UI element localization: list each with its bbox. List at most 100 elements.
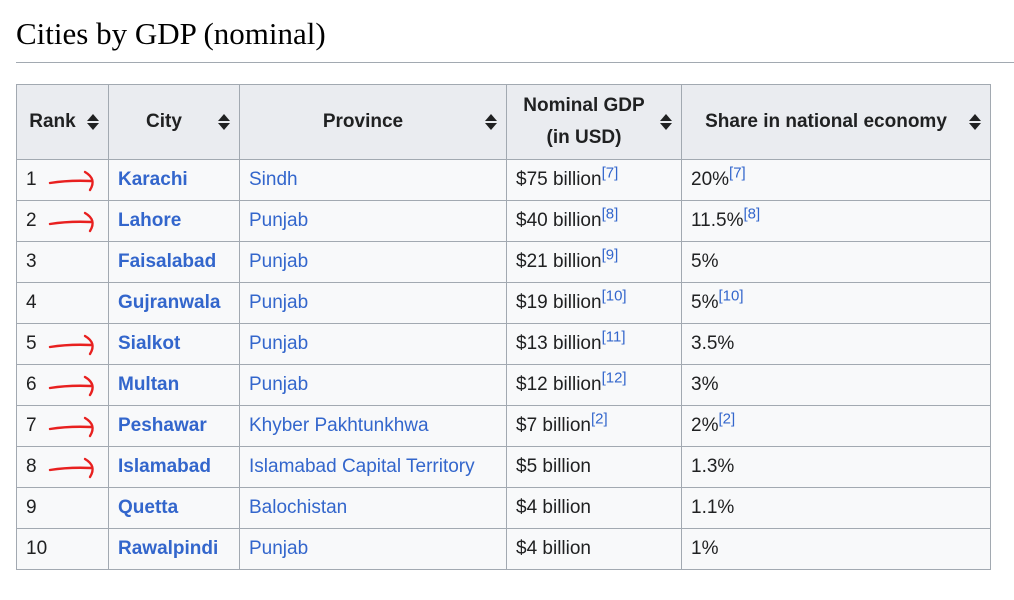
sort-icon[interactable] <box>87 114 99 130</box>
header-nominal-gdp[interactable]: Nominal GDP (in USD) <box>506 84 682 160</box>
gdp-value: $75 billion <box>516 169 602 190</box>
cell-rank: 9 <box>16 487 109 529</box>
sort-icon[interactable] <box>969 114 981 130</box>
citation-link[interactable]: [2] <box>718 410 736 428</box>
citation-link[interactable]: [7] <box>601 164 619 182</box>
gdp-value: $4 billion <box>516 497 591 518</box>
province-link[interactable]: Islamabad Capital Territory <box>249 456 475 477</box>
city-link[interactable]: Lahore <box>118 210 182 231</box>
province-link[interactable]: Punjab <box>249 374 309 395</box>
cell-city: Rawalpindi <box>108 528 240 570</box>
city-link[interactable]: Peshawar <box>118 415 207 436</box>
province-link[interactable]: Balochistan <box>249 497 348 518</box>
cell-province: Islamabad Capital Territory <box>239 446 507 488</box>
page-heading: Cities by GDP (nominal) <box>16 16 326 51</box>
province-link[interactable]: Sindh <box>249 169 298 190</box>
citation-link[interactable]: [12] <box>601 369 627 387</box>
city-link[interactable]: Quetta <box>118 497 179 518</box>
cell-share: 1% <box>681 528 991 570</box>
table-row: 6 Multan Punjab $12 billion[12] 3% <box>16 364 991 406</box>
header-city-label: City <box>146 111 182 132</box>
gdp-value: $5 billion <box>516 456 591 477</box>
cell-province: Sindh <box>239 159 507 201</box>
city-link[interactable]: Sialkot <box>118 333 181 354</box>
citation-link[interactable]: [9] <box>601 246 619 264</box>
cell-share: 1.3% <box>681 446 991 488</box>
cell-share: 2%[2] <box>681 405 991 447</box>
citation-link[interactable]: [7] <box>729 164 746 182</box>
cell-share: 1.1% <box>681 487 991 529</box>
rank-value: 5 <box>26 333 37 354</box>
table-row: 5 Sialkot Punjab $13 billion[11] 3.5% <box>16 323 991 365</box>
annotation-arrow-icon <box>48 375 94 397</box>
city-link[interactable]: Rawalpindi <box>118 538 219 559</box>
cell-province: Punjab <box>239 364 507 406</box>
table-row: 3 Faisalabad Punjab $21 billion[9] 5% <box>16 241 991 283</box>
province-link[interactable]: Punjab <box>249 210 309 231</box>
citation-link[interactable]: [2] <box>591 410 608 428</box>
header-province-label: Province <box>322 111 404 132</box>
gdp-value: $21 billion <box>516 251 602 272</box>
cell-city: Gujranwala <box>108 282 240 324</box>
cell-rank: 8 <box>16 446 109 488</box>
share-value: 20% <box>691 169 730 190</box>
rank-value: 8 <box>26 456 37 477</box>
share-value: 2% <box>691 415 719 436</box>
share-value: 11.5% <box>691 210 744 231</box>
header-share-label: Share in national economy <box>705 111 947 132</box>
rank-value: 10 <box>26 538 48 559</box>
table-row: 4 Gujranwala Punjab $19 billion[10] 5%[10] <box>16 282 991 324</box>
citation-link[interactable]: [8] <box>743 205 761 223</box>
citation-link[interactable]: [11] <box>601 328 626 346</box>
cell-share: 5%[10] <box>681 282 991 324</box>
header-share[interactable]: Share in national economy <box>681 84 991 160</box>
header-province[interactable]: Province <box>239 84 507 160</box>
city-link[interactable]: Gujranwala <box>118 292 221 313</box>
cell-province: Punjab <box>239 528 507 570</box>
rank-value: 6 <box>26 374 37 395</box>
annotation-arrow-icon <box>48 170 94 192</box>
city-link[interactable]: Karachi <box>118 169 188 190</box>
cell-rank: 5 <box>16 323 109 365</box>
cell-rank: 4 <box>16 282 109 324</box>
cell-gdp: $21 billion[9] <box>506 241 682 283</box>
rank-value: 9 <box>26 497 37 518</box>
sort-icon[interactable] <box>485 114 497 130</box>
province-link[interactable]: Punjab <box>249 251 309 272</box>
province-link[interactable]: Punjab <box>249 333 309 354</box>
province-link[interactable]: Punjab <box>249 292 309 313</box>
province-link[interactable]: Khyber Pakhtunkhwa <box>249 415 429 436</box>
citation-link[interactable]: [8] <box>601 205 619 223</box>
table-row: 9 Quetta Balochistan $4 billion 1.1% <box>16 487 991 529</box>
cell-city: Lahore <box>108 200 240 242</box>
table-row: 1 Karachi Sindh $75 billion[7] 20%[7] <box>16 159 991 201</box>
table-row: 8 Islamabad Islamabad Capital Territory $5 … <box>16 446 991 488</box>
cell-city: Quetta <box>108 487 240 529</box>
cell-gdp: $13 billion[11] <box>506 323 682 365</box>
cell-rank: 3 <box>16 241 109 283</box>
cell-share: 5% <box>681 241 991 283</box>
header-rank[interactable]: Rank <box>16 84 109 160</box>
gdp-value: $13 billion <box>516 333 602 354</box>
cell-share: 11.5%[8] <box>681 200 991 242</box>
annotation-arrow-icon <box>48 416 94 438</box>
gdp-value: $40 billion <box>516 210 602 231</box>
header-city[interactable]: City <box>108 84 240 160</box>
annotation-arrow-icon <box>48 334 94 356</box>
header-gdp-line2: (in USD) <box>546 127 622 148</box>
province-link[interactable]: Punjab <box>249 538 309 559</box>
city-link[interactable]: Faisalabad <box>118 251 217 272</box>
cell-gdp: $40 billion[8] <box>506 200 682 242</box>
sort-icon[interactable] <box>218 114 230 130</box>
cell-gdp: $12 billion[12] <box>506 364 682 406</box>
citation-link[interactable]: [10] <box>718 287 744 305</box>
city-link[interactable]: Islamabad <box>118 456 211 477</box>
cell-gdp: $4 billion <box>506 487 682 529</box>
cell-city: Peshawar <box>108 405 240 447</box>
cell-city: Sialkot <box>108 323 240 365</box>
citation-link[interactable]: [10] <box>601 287 627 305</box>
rank-value: 1 <box>26 169 37 190</box>
sort-icon[interactable] <box>660 114 672 130</box>
city-link[interactable]: Multan <box>118 374 180 395</box>
cell-share: 3% <box>681 364 991 406</box>
